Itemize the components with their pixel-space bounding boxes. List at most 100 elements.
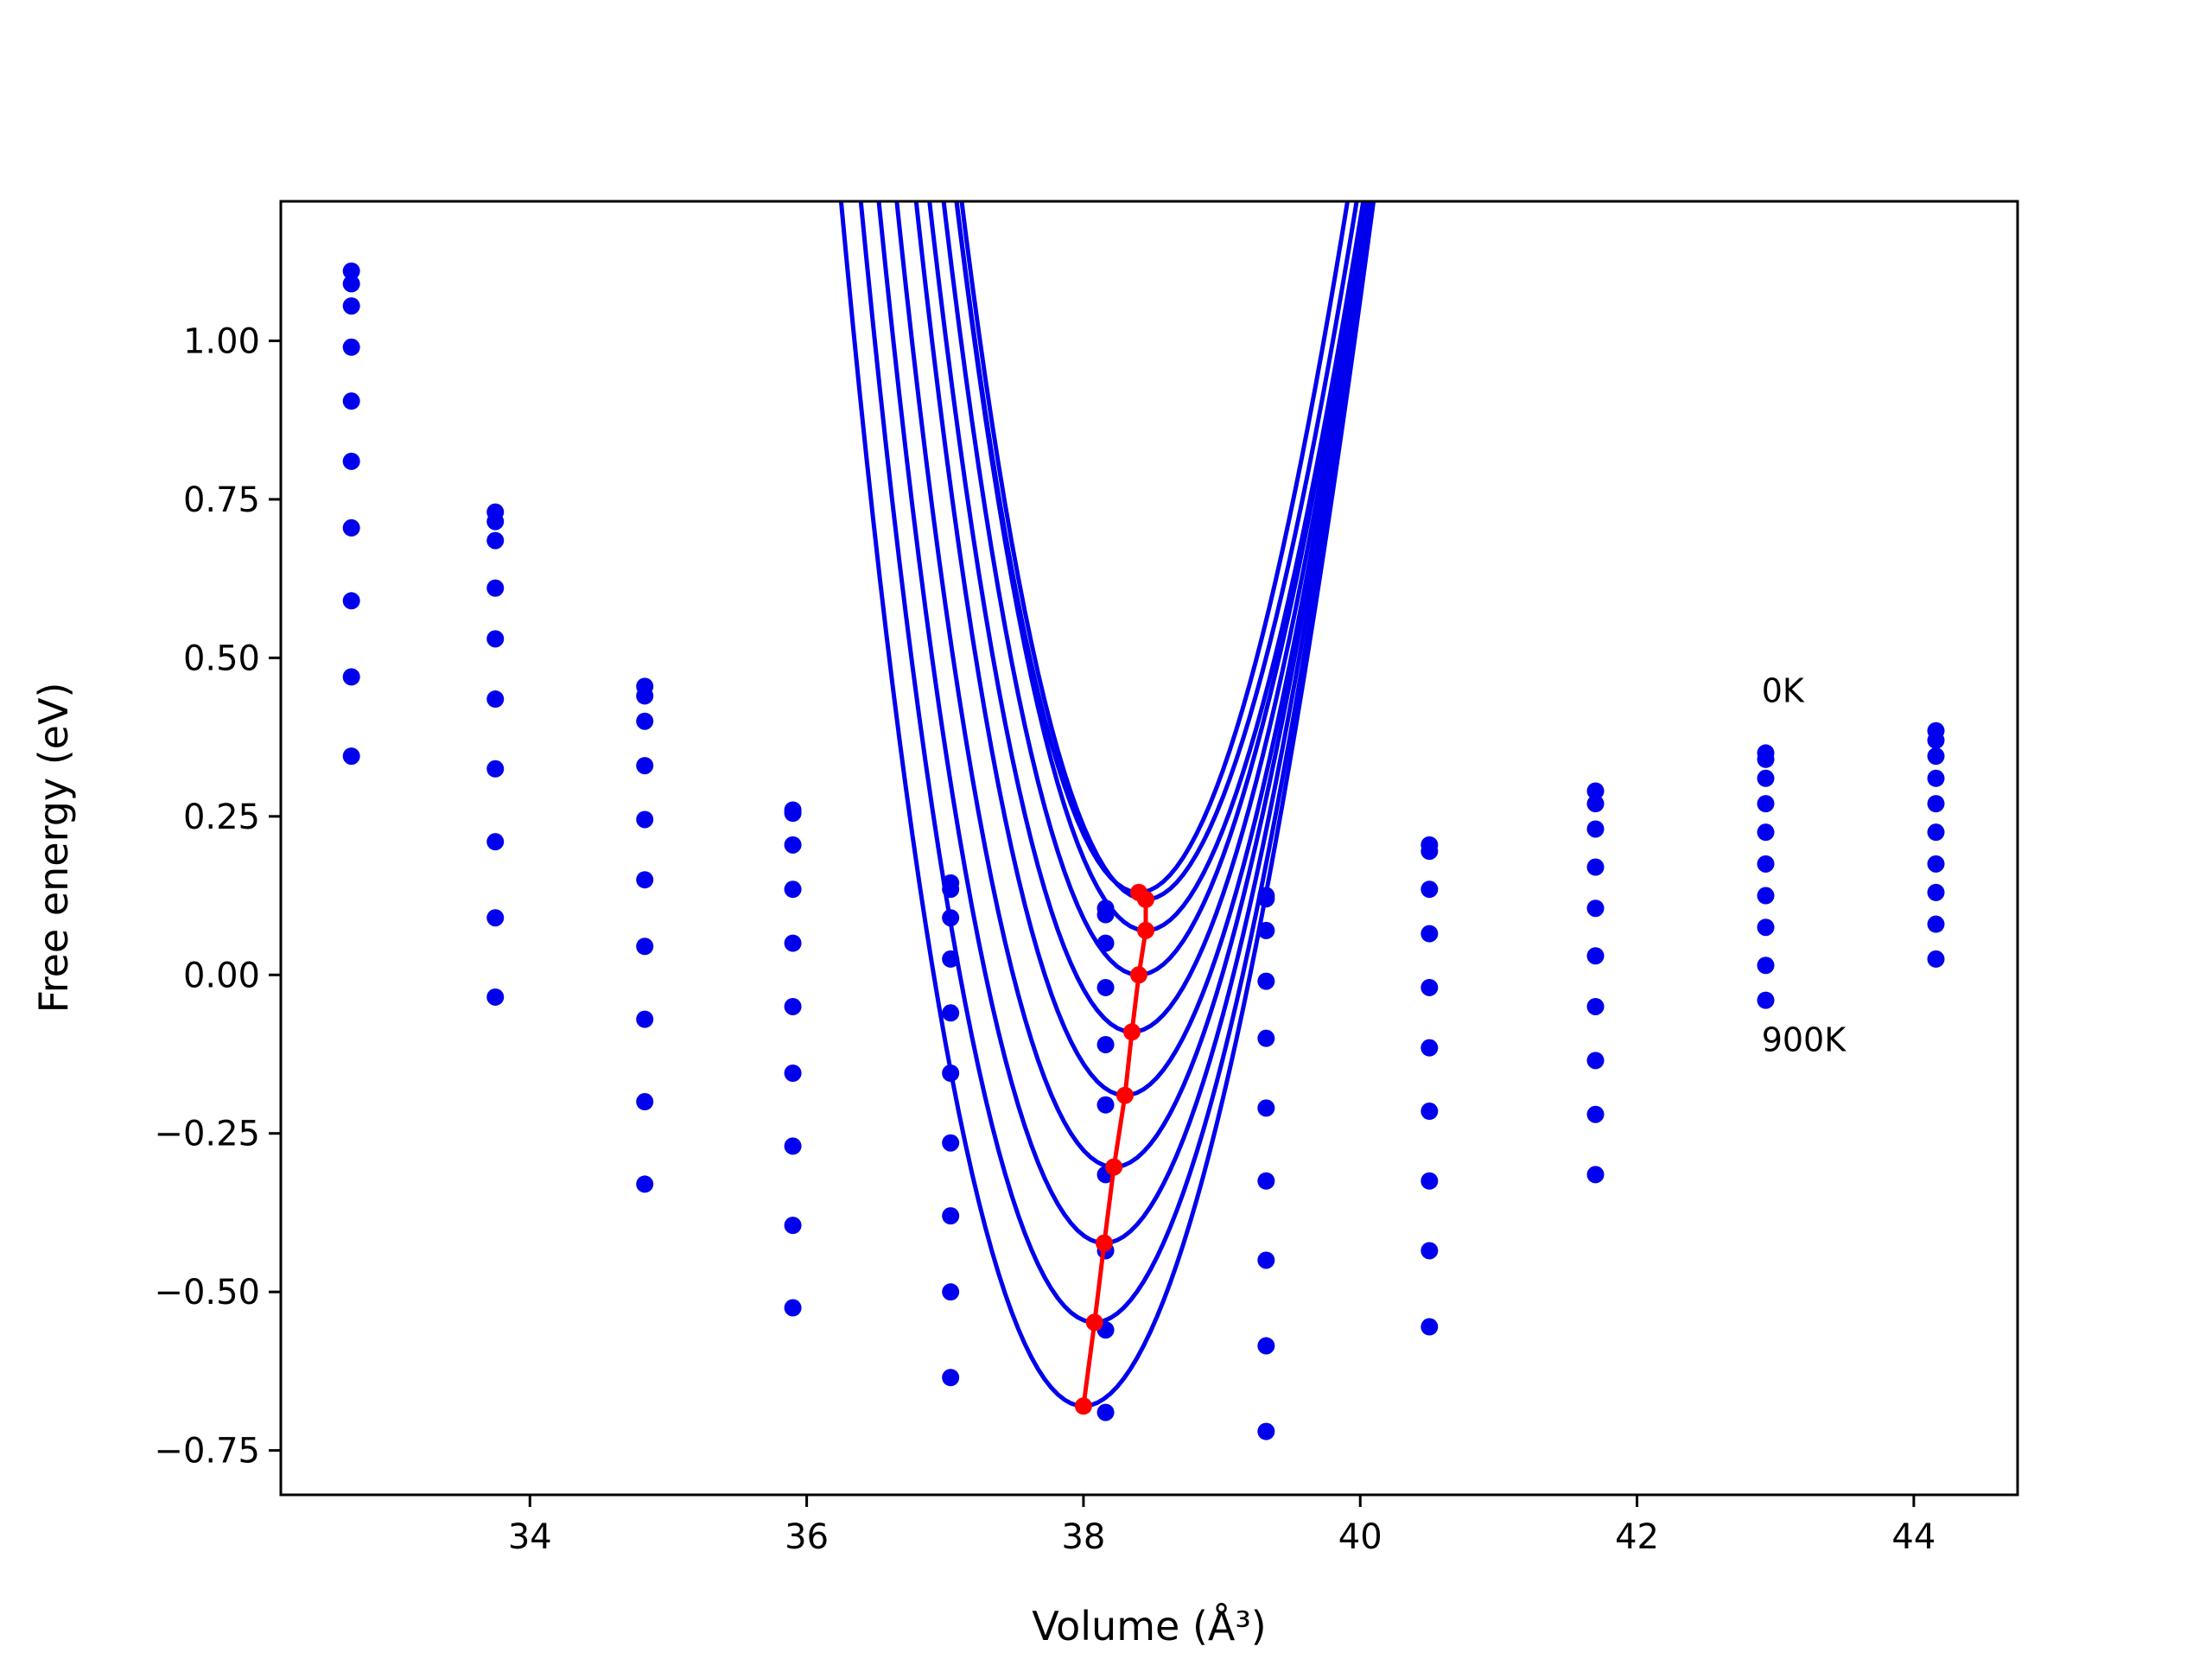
data-point — [636, 1010, 654, 1028]
data-point — [636, 757, 654, 775]
data-point — [1421, 1318, 1439, 1336]
data-point — [1257, 1099, 1275, 1117]
y-tick-label: 0.00 — [183, 956, 260, 995]
data-point — [1927, 855, 1945, 873]
data-point — [1757, 887, 1775, 905]
data-point — [636, 1093, 654, 1111]
data-point — [1586, 795, 1605, 813]
data-point — [1927, 823, 1945, 842]
y-axis-label: Free energy (eV) — [30, 683, 77, 1014]
data-point — [784, 836, 802, 854]
y-tick-label: 0.25 — [183, 798, 260, 837]
data-point — [342, 275, 360, 293]
data-point — [636, 938, 654, 956]
minimum-point — [1116, 1086, 1134, 1104]
x-tick-label: 34 — [508, 1517, 552, 1557]
data-point — [1586, 1052, 1605, 1070]
data-point — [1421, 880, 1439, 899]
curve-annotation: 0K — [1762, 672, 1805, 710]
data-point — [1927, 883, 1945, 901]
data-point — [1257, 890, 1275, 908]
data-point — [942, 1004, 960, 1022]
data-point — [784, 1065, 802, 1083]
data-point — [784, 804, 802, 823]
data-point — [1586, 947, 1605, 965]
data-point — [1096, 978, 1115, 996]
data-point — [636, 810, 654, 829]
data-point — [1421, 925, 1439, 943]
x-tick-label: 36 — [785, 1517, 829, 1557]
data-point — [784, 934, 802, 952]
minimum-path-line — [1081, 891, 1148, 1407]
data-point — [486, 833, 505, 851]
data-point — [1257, 921, 1275, 939]
data-point — [1096, 934, 1115, 952]
x-tick-label: 44 — [1891, 1517, 1936, 1557]
data-point — [486, 988, 505, 1006]
data-point — [784, 1299, 802, 1317]
data-point — [942, 1207, 960, 1225]
y-tick-label: 0.50 — [183, 639, 260, 678]
data-point — [1257, 1029, 1275, 1047]
data-point — [942, 880, 960, 899]
minimum-point — [1136, 890, 1154, 908]
data-point — [486, 690, 505, 709]
data-point — [784, 880, 802, 899]
data-point — [342, 297, 360, 315]
y-tick-label: −0.50 — [154, 1273, 260, 1313]
data-point — [342, 452, 360, 470]
data-point — [1757, 823, 1775, 842]
data-point — [784, 997, 802, 1015]
data-point — [942, 950, 960, 968]
data-point — [1421, 1242, 1439, 1260]
data-point — [1257, 972, 1275, 990]
minimum-point — [1136, 921, 1154, 939]
data-point — [784, 1137, 802, 1155]
data-point — [1096, 1403, 1115, 1421]
data-point — [1757, 991, 1775, 1009]
data-point — [1586, 820, 1605, 838]
fit-curve — [838, 201, 1376, 1408]
x-tick-label: 40 — [1338, 1517, 1382, 1557]
data-point — [1586, 899, 1605, 918]
data-point — [342, 668, 360, 686]
x-axis-label: Volume (Å³) — [1032, 1603, 1267, 1649]
data-point — [1421, 1103, 1439, 1121]
data-point — [1586, 782, 1605, 800]
data-point — [1586, 1105, 1605, 1123]
minimum-point — [1105, 1158, 1123, 1176]
data-point — [1757, 769, 1775, 787]
data-point — [342, 592, 360, 610]
data-point — [636, 687, 654, 705]
data-point — [486, 630, 505, 648]
data-point — [486, 760, 505, 778]
y-tick-label: 1.00 — [183, 321, 260, 361]
data-point — [1257, 1251, 1275, 1269]
data-point — [1757, 855, 1775, 873]
y-tick-label: −0.75 — [154, 1432, 260, 1471]
y-tick-label: −0.25 — [154, 1115, 260, 1154]
data-point — [1421, 1039, 1439, 1057]
data-point — [1927, 769, 1945, 787]
data-point — [636, 871, 654, 889]
data-point — [342, 747, 360, 766]
minimum-path — [1074, 883, 1154, 1415]
x-tick-label: 42 — [1615, 1517, 1659, 1557]
data-point — [636, 1175, 654, 1193]
data-point — [342, 518, 360, 537]
data-point — [1757, 750, 1775, 768]
data-point — [1257, 1172, 1275, 1190]
data-point — [636, 712, 654, 730]
data-point — [1421, 842, 1439, 861]
data-point — [342, 262, 360, 280]
data-point — [1257, 1422, 1275, 1440]
data-point — [1421, 1172, 1439, 1190]
data-point — [942, 909, 960, 927]
data-point — [942, 1369, 960, 1387]
data-point — [942, 1283, 960, 1301]
data-point — [1927, 915, 1945, 933]
data-points — [342, 262, 1945, 1440]
data-point — [1586, 997, 1605, 1015]
curve-annotation: 900K — [1762, 1020, 1847, 1058]
